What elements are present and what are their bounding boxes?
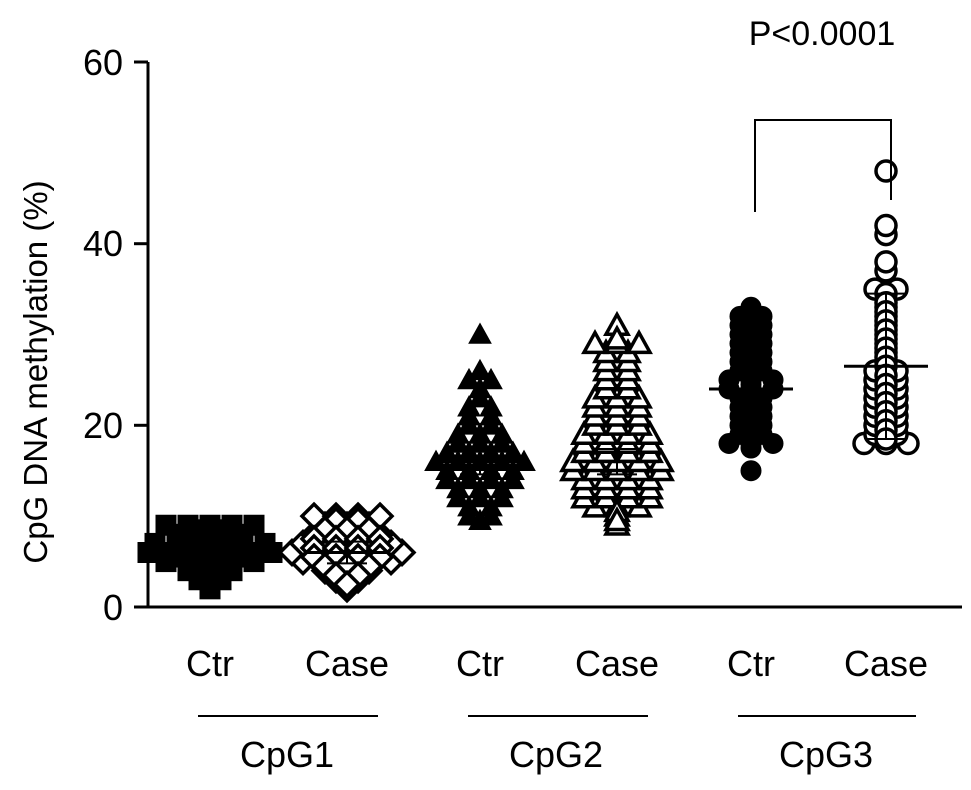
point-series-5 <box>740 437 762 459</box>
point-series-4 <box>625 328 653 355</box>
mean-sd-bars <box>168 292 928 565</box>
point-series-1 <box>243 514 265 536</box>
point-series-1 <box>254 532 276 554</box>
p-value-label: P<0.0001 <box>749 15 896 53</box>
category-label-ctr-cpg1: Ctr <box>186 643 234 684</box>
point-series-5 <box>740 460 762 482</box>
point-series-4 <box>581 328 609 355</box>
point-series-2 <box>332 569 362 599</box>
significance-annotation: P<0.0001 <box>749 15 896 212</box>
point-series-3 <box>468 358 492 381</box>
x-axis: Ctr Case Ctr Case Ctr Case CpG1 CpG2 CpG… <box>148 605 962 775</box>
point-series-3 <box>468 322 492 344</box>
y-tick-label-0: 0 <box>103 587 123 628</box>
point-series-6 <box>874 213 898 238</box>
point-series-6 <box>874 159 898 183</box>
group-label-cpg1: CpG1 <box>240 734 334 775</box>
category-label-case-cpg3: Case <box>844 643 928 684</box>
y-axis-label: CpG DNA methylation (%) <box>17 180 54 563</box>
point-series-1 <box>155 514 177 536</box>
group-label-cpg3: CpG3 <box>779 734 873 775</box>
point-series-4 <box>603 506 631 532</box>
category-label-ctr-cpg3: Ctr <box>727 643 775 684</box>
point-series-1 <box>199 573 221 595</box>
point-series-6 <box>874 250 898 274</box>
category-label-case-cpg1: Case <box>305 643 389 684</box>
group-label-cpg2: CpG2 <box>509 734 603 775</box>
point-series-4 <box>603 324 631 350</box>
y-tick-label-40: 40 <box>83 223 123 264</box>
category-label-ctr-cpg2: Ctr <box>456 643 504 684</box>
point-series-3 <box>468 508 492 531</box>
significance-bracket <box>754 119 892 212</box>
y-tick-label-20: 20 <box>83 405 123 446</box>
data-points <box>137 159 920 604</box>
y-axis: 0 20 40 60 CpG DNA methylation (%) <box>17 42 150 628</box>
category-label-case-cpg2: Case <box>575 643 659 684</box>
point-series-1 <box>144 532 166 554</box>
y-tick-label-60: 60 <box>83 42 123 83</box>
